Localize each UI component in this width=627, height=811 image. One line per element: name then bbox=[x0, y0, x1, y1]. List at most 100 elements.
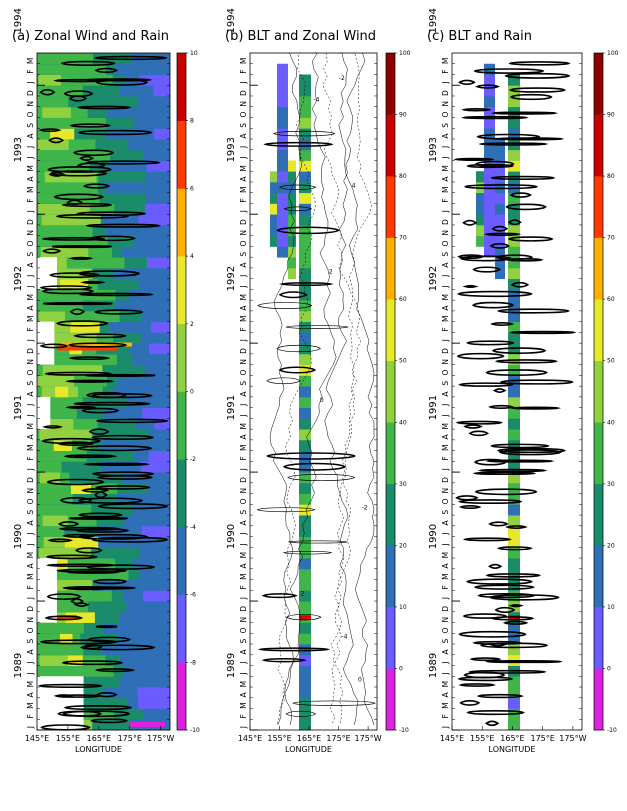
wind-contour bbox=[278, 366, 317, 374]
rain-contour bbox=[92, 578, 128, 585]
blt-cell bbox=[508, 633, 520, 645]
rain-contour bbox=[39, 343, 69, 349]
shade-cell bbox=[39, 472, 61, 484]
colorbar-tick-label: 90 bbox=[399, 112, 407, 119]
rain-contour bbox=[66, 199, 83, 206]
month-letter: O bbox=[441, 241, 450, 247]
month-letter: M bbox=[239, 316, 248, 322]
month-letter: N bbox=[26, 488, 35, 494]
shade-cell bbox=[37, 461, 103, 473]
rain-contour bbox=[496, 447, 567, 454]
month-letter: M bbox=[26, 573, 35, 579]
month-letter: D bbox=[441, 606, 450, 612]
blt-cell bbox=[277, 106, 288, 118]
rain-contour bbox=[456, 352, 505, 360]
colorbar-tick-label: 0 bbox=[399, 665, 403, 672]
wind-contour bbox=[288, 540, 348, 544]
blt-cell bbox=[288, 192, 296, 204]
shade-cell bbox=[154, 418, 170, 430]
month-letter: J bbox=[239, 210, 248, 213]
rain-contour bbox=[490, 321, 515, 326]
colorbar-tick-label: 80 bbox=[607, 173, 615, 180]
contour-label: 2 bbox=[301, 591, 305, 598]
colorbar-tick-label: 90 bbox=[607, 112, 615, 119]
rain-contour bbox=[46, 478, 105, 486]
rain-contour bbox=[56, 320, 109, 327]
shade-cell bbox=[37, 128, 63, 140]
month-letter: M bbox=[441, 444, 450, 450]
blt-cell bbox=[495, 181, 505, 194]
blt-cell bbox=[299, 482, 311, 494]
x-axis-label: LONGITUDE bbox=[489, 745, 536, 754]
shade-cell bbox=[37, 568, 129, 580]
month-letter: O bbox=[26, 112, 35, 118]
colorbar-tick-label: 8 bbox=[190, 118, 194, 125]
month-letter: A bbox=[239, 691, 248, 697]
wind-contour bbox=[330, 52, 372, 726]
rain-contour bbox=[453, 157, 495, 161]
shade-cell bbox=[37, 493, 73, 505]
rain-contour bbox=[44, 371, 113, 376]
rain-contour bbox=[455, 495, 479, 501]
contour-label: 0 bbox=[320, 397, 324, 404]
blt-cell bbox=[277, 63, 288, 75]
rain-contour bbox=[94, 309, 144, 315]
rain-contour bbox=[484, 720, 500, 727]
blt-cell bbox=[299, 192, 311, 204]
blt-cell bbox=[299, 95, 311, 108]
rain-contour bbox=[47, 538, 74, 543]
blt-cell bbox=[277, 171, 288, 183]
shade-cell bbox=[37, 622, 84, 634]
shade-cell bbox=[37, 579, 170, 591]
month-letter: A bbox=[26, 563, 35, 569]
rain-contour bbox=[62, 533, 96, 538]
rain-contour bbox=[483, 232, 522, 237]
rain-contour bbox=[509, 192, 532, 198]
blt-cell bbox=[277, 138, 288, 151]
blt-cell bbox=[299, 224, 311, 237]
month-letter: S bbox=[26, 381, 35, 386]
month-letter: A bbox=[441, 520, 450, 526]
blt-cell bbox=[299, 375, 311, 387]
blt-cell bbox=[299, 106, 311, 118]
blt-cell bbox=[299, 697, 311, 709]
contour-label: 2 bbox=[329, 268, 333, 275]
blt-cell bbox=[288, 235, 296, 247]
month-letter: J bbox=[441, 275, 450, 278]
blt-cell bbox=[270, 203, 277, 215]
shade-cell bbox=[37, 149, 111, 161]
month-letter: M bbox=[441, 165, 450, 171]
colorbar-tick-label: 50 bbox=[607, 358, 615, 365]
blt-cell bbox=[508, 149, 520, 161]
month-letter: S bbox=[239, 639, 248, 644]
blt-cell bbox=[277, 117, 288, 129]
rain-contour bbox=[64, 585, 109, 591]
month-letter: A bbox=[441, 262, 450, 268]
month-letter: J bbox=[441, 404, 450, 407]
month-letter: A bbox=[26, 133, 35, 139]
month-letter: N bbox=[441, 488, 450, 494]
month-letter: J bbox=[239, 414, 248, 417]
blt-cell bbox=[299, 171, 311, 183]
panel-title: (c) BLT and Rain bbox=[427, 29, 532, 44]
month-letter: O bbox=[441, 627, 450, 633]
rain-contour bbox=[95, 625, 118, 629]
month-letter: M bbox=[26, 702, 35, 708]
shade-cell bbox=[42, 364, 103, 376]
rain-contour bbox=[459, 699, 481, 706]
rain-contour bbox=[64, 379, 115, 383]
shade-cell bbox=[148, 450, 170, 462]
month-letter: J bbox=[26, 414, 35, 417]
shade-cell bbox=[40, 246, 89, 258]
month-letter: J bbox=[441, 468, 450, 471]
blt-cell bbox=[299, 128, 311, 140]
month-letter: N bbox=[441, 617, 450, 623]
blt-cell bbox=[299, 579, 311, 591]
blt-cell bbox=[484, 224, 495, 237]
month-letter: J bbox=[26, 210, 35, 213]
rain-contour bbox=[38, 683, 103, 689]
blt-cell bbox=[508, 257, 520, 269]
shade-cell bbox=[151, 321, 170, 333]
blt-cell bbox=[508, 472, 520, 484]
